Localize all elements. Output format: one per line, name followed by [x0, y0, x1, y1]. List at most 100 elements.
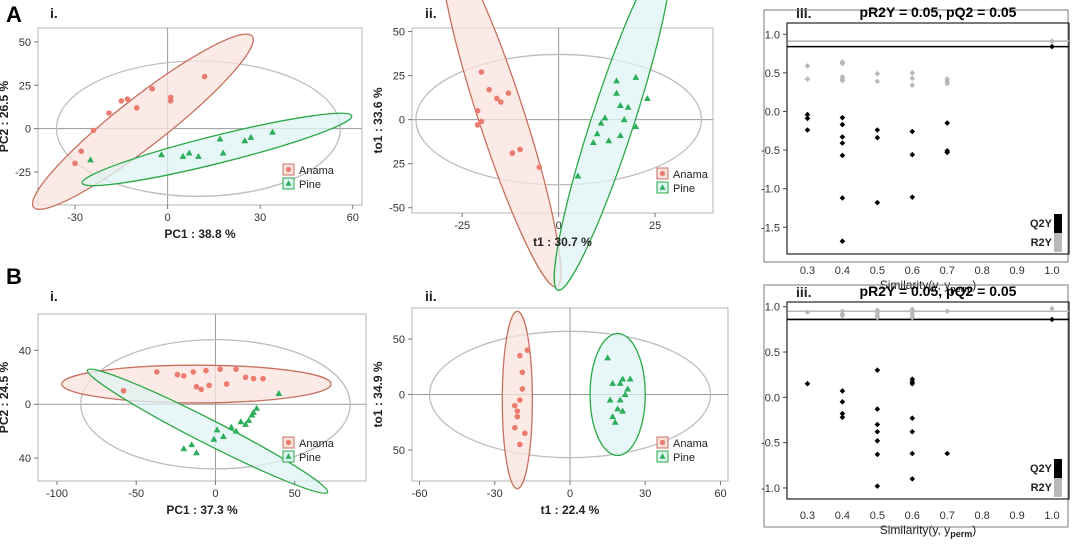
point-pine: [613, 89, 620, 96]
point-anama: [149, 85, 155, 92]
legend-bar-r2y: [1054, 478, 1062, 497]
x-tick-label: 0.4: [835, 510, 850, 522]
plot-area-frame: [786, 22, 1070, 255]
point-anama: [133, 105, 140, 111]
y-tick-label: 0: [399, 390, 405, 402]
legend-label-anama: Anama: [299, 165, 335, 177]
point-pine: [624, 385, 632, 392]
point-pine: [87, 156, 94, 163]
point-anama: [217, 366, 224, 373]
point-pine: [227, 423, 235, 430]
point-anama: [120, 387, 127, 394]
point-pine: [619, 375, 627, 382]
point-pine: [237, 418, 245, 425]
x-axis-label: PC1 : 37.3 %: [166, 503, 238, 517]
panel-frame: [763, 284, 1069, 528]
plot-area-frame: [786, 301, 1070, 500]
point-pine: [643, 94, 651, 101]
point-pine: [219, 149, 227, 156]
point-anama: [474, 122, 481, 128]
point-pine: [604, 354, 612, 361]
point-q2y: [909, 450, 916, 457]
y-tick-label: -0.5: [761, 438, 780, 450]
point-pine: [275, 389, 283, 396]
point-r2y: [874, 70, 881, 77]
point-pine: [616, 102, 624, 109]
point-pine: [180, 445, 188, 452]
x-tick-label: -30: [67, 212, 83, 224]
point-anama: [474, 108, 481, 114]
point-q2y: [839, 195, 846, 201]
point-pine: [269, 128, 276, 135]
point-q2y: [874, 127, 881, 133]
legend-marker-anama: [285, 439, 292, 446]
point-r2y: [804, 63, 811, 69]
point-pine: [626, 375, 634, 382]
point-pine: [213, 426, 221, 433]
x-tick-label: 0.9: [1009, 510, 1024, 522]
x-tick-label: 0.8: [975, 510, 990, 522]
point-q2y: [804, 127, 811, 133]
panel-label-b: B: [6, 264, 22, 289]
point-r2y: [804, 309, 811, 315]
point-q2y: [874, 199, 881, 206]
point-q2y: [839, 414, 846, 421]
hotelling-ellipse: [80, 338, 351, 470]
y-tick-label: 50: [393, 445, 405, 457]
legend-marker-anama: [285, 166, 292, 173]
y-tick-label: 40: [19, 345, 31, 357]
point-r2y: [839, 312, 846, 319]
point-pine: [179, 152, 187, 159]
y-tick-label: -1.5: [761, 222, 780, 234]
point-anama: [78, 148, 84, 155]
point-anama: [174, 371, 181, 378]
point-q2y: [909, 128, 916, 135]
point-pine: [632, 123, 640, 130]
y-tick-label: 0: [399, 115, 405, 127]
legend-marker-anama: [659, 439, 666, 446]
x-axis-label-end: ): [972, 523, 976, 537]
hotelling-ellipse: [415, 53, 703, 186]
point-q2y: [1049, 316, 1055, 323]
x-tick-label: 0: [567, 488, 573, 500]
point-q2y: [874, 438, 881, 444]
point-anama: [505, 90, 512, 96]
group-ellipse-anama: [439, 0, 562, 288]
x-tick-label: 0: [212, 488, 218, 500]
point-pine: [601, 114, 609, 121]
point-anama: [167, 94, 174, 101]
point-r2y: [1049, 38, 1055, 45]
x-axis-label-main: Similarity(y, y: [880, 523, 950, 537]
point-anama: [512, 402, 518, 409]
point-anama: [250, 375, 257, 382]
y-axis-label: to1 : 34.9 %: [371, 361, 385, 427]
point-r2y: [909, 75, 916, 82]
point-pine: [611, 418, 619, 425]
point-anama: [522, 430, 528, 437]
point-pine: [616, 396, 624, 403]
point-r2y: [804, 76, 811, 82]
score-plot-A-ii: -25 0 25 50 25 0 25 -50 t1 : 30.7 % to1 : 33.6 % i…: [371, 0, 714, 291]
permutation-plot-B-iii: 0.3 0.4 0.5 0.6 0.7 0.8 0.9 1.0 1.0 0.5 0.0 -0.5 -1.…: [761, 283, 1070, 539]
point-anama: [223, 381, 230, 387]
x-tick-label: -50: [128, 488, 144, 500]
group-ellipse-anama: [31, 33, 255, 210]
point-q2y: [839, 134, 846, 140]
x-tick-label: 30: [254, 212, 266, 224]
point-q2y: [804, 380, 811, 387]
point-pine: [241, 137, 249, 144]
point-pine: [242, 420, 249, 427]
x-tick-label: 0.7: [940, 510, 955, 522]
y-tick-label: 0.5: [765, 68, 780, 80]
point-q2y: [804, 115, 811, 122]
point-q2y: [909, 476, 916, 482]
point-pine: [616, 131, 624, 138]
x-tick-label: 0.3: [800, 510, 815, 522]
point-r2y: [874, 314, 881, 321]
point-r2y: [839, 77, 846, 84]
point-pine: [614, 405, 622, 412]
point-r2y: [909, 314, 916, 321]
point-r2y: [909, 82, 916, 89]
y-tick-label: -1.0: [761, 184, 780, 196]
point-anama: [198, 386, 205, 393]
